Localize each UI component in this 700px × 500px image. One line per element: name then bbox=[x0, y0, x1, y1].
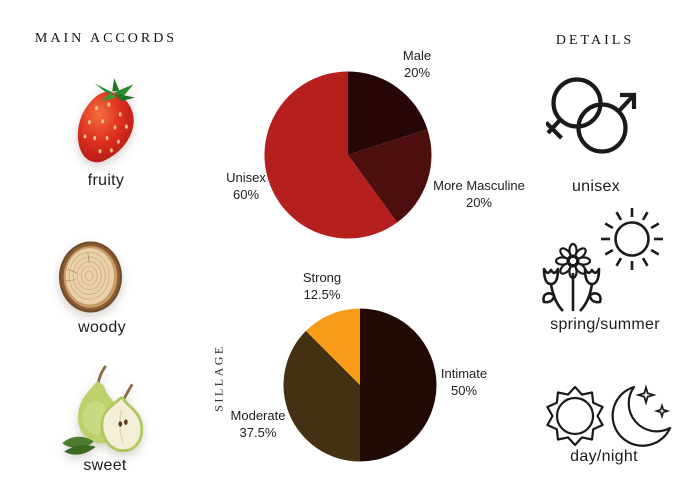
flower-icon bbox=[554, 242, 592, 311]
pie-label-more-masculine: More Masculine 20% bbox=[433, 177, 525, 210]
star-sparkle-icon bbox=[635, 384, 657, 406]
pie-slice-unisex bbox=[264, 71, 398, 239]
accord-label-fruity: fruity bbox=[87, 172, 125, 189]
details-title: DETAILS bbox=[555, 33, 635, 48]
sillage-axis-label: SILLAGE bbox=[211, 344, 226, 412]
gender-unisex-icon bbox=[546, 77, 637, 154]
main-accords-title: MAIN ACCORDS bbox=[34, 31, 178, 46]
pie-label-moderate: Moderate 37.5% bbox=[230, 407, 286, 440]
female-symbol-circle bbox=[551, 77, 603, 129]
detail-label-spring-summer: spring/summer bbox=[550, 316, 660, 333]
strawberry-seeds bbox=[83, 102, 128, 154]
sun-and-moon-icon bbox=[546, 384, 672, 447]
day-sun-icon bbox=[546, 385, 604, 447]
pie-slice-strong bbox=[305, 308, 360, 385]
gender-pie-chart bbox=[264, 71, 432, 239]
pie-label-strong: Strong 12.5% bbox=[302, 269, 342, 302]
pear-stem bbox=[96, 365, 107, 383]
accord-label-woody: woody bbox=[78, 319, 126, 336]
star-sparkle-icon bbox=[653, 402, 671, 420]
pie-slice-male bbox=[348, 71, 428, 155]
pie-label-male: Male 20% bbox=[402, 47, 432, 80]
pie-slice-moderate bbox=[283, 330, 360, 462]
pear-leaves bbox=[62, 436, 96, 455]
sun-icon bbox=[614, 221, 650, 257]
flowers-and-sun-icon bbox=[542, 208, 663, 312]
male-symbol-arrow bbox=[620, 92, 637, 109]
sillage-pie-chart bbox=[283, 308, 437, 462]
wood-slice-image bbox=[59, 241, 122, 313]
sun-rays bbox=[601, 208, 663, 270]
wood-cracks bbox=[64, 252, 90, 282]
tulip-left-icon bbox=[542, 267, 564, 312]
night-moon-icon bbox=[611, 385, 672, 447]
tulip-right-icon bbox=[579, 267, 602, 312]
pie-label-unisex: Unisex 60% bbox=[226, 169, 266, 202]
pear-image bbox=[62, 365, 144, 455]
pie-slice-intimate bbox=[360, 308, 437, 462]
strawberry-body bbox=[77, 91, 134, 163]
wood-growth-rings bbox=[68, 251, 110, 300]
accord-label-sweet: sweet bbox=[83, 457, 127, 474]
male-symbol-circle bbox=[576, 102, 628, 154]
detail-label-day-night: day/night bbox=[570, 448, 638, 465]
strawberry-image bbox=[77, 78, 136, 163]
pie-slice-more-masculine bbox=[348, 129, 432, 223]
pie-label-intimate: Intimate 50% bbox=[440, 365, 488, 398]
detail-label-unisex: unisex bbox=[571, 178, 621, 195]
strawberry-leaves bbox=[94, 78, 136, 102]
